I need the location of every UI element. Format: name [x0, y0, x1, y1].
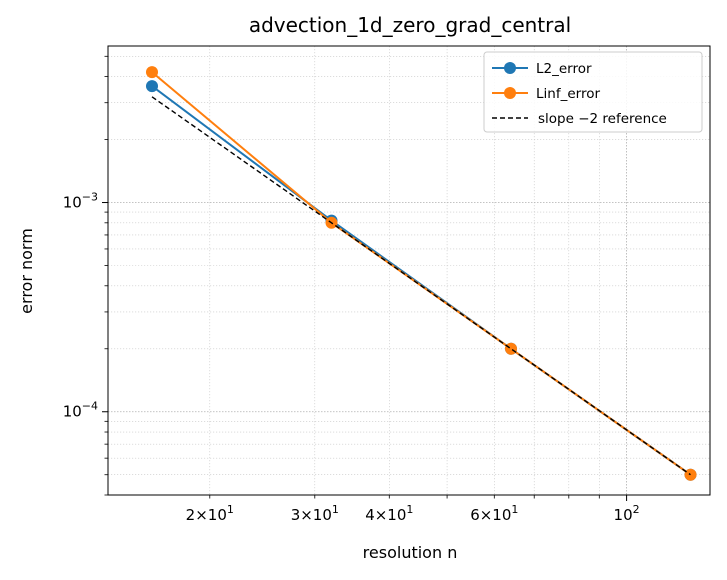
series-line-2: [151, 96, 691, 476]
data-point: [684, 468, 697, 481]
legend-marker: [504, 62, 516, 74]
x-tick-label: 6×101: [470, 503, 518, 524]
legend-marker: [504, 87, 516, 99]
legend-box: [483, 51, 703, 133]
series-layer: [145, 66, 697, 481]
chart-title: advection_1d_zero_grad_central: [249, 13, 571, 37]
data-point: [505, 342, 518, 355]
plot-frame: [107, 45, 711, 496]
x-tick-label: 3×101: [291, 503, 339, 524]
x-axis-label: resolution n: [363, 543, 458, 562]
x-tick-label: 102: [614, 503, 640, 524]
ticks: 2×101 3×101 4×101 6×101 102 10−3 10−4: [63, 55, 640, 524]
data-point: [145, 66, 158, 79]
legend-label: slope −2 reference: [538, 111, 667, 127]
legend-label: L2_error: [536, 61, 592, 77]
y-axis-label: error norm: [17, 228, 36, 314]
series-line-0: [151, 85, 692, 476]
y-tick-label: 10−4: [63, 400, 98, 421]
data-point: [145, 80, 158, 93]
y-tick-label: 10−3: [63, 191, 98, 212]
legend-label: Linf_error: [536, 86, 600, 102]
x-tick-label: 4×101: [365, 503, 413, 524]
x-tick-label: 2×101: [186, 503, 234, 524]
